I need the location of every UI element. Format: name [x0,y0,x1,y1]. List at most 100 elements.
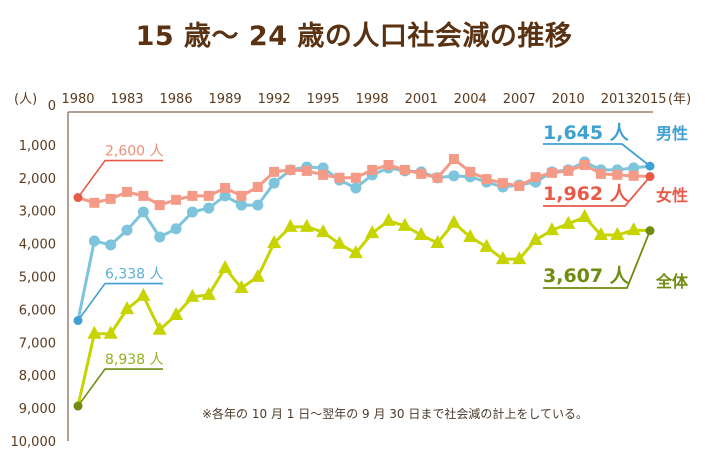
x-tick-label: 2004 [454,92,487,107]
y-tick-label: 5,000 [19,271,56,286]
data-point [350,172,361,183]
data-point [530,172,541,183]
x-axis-label: (年) [668,92,691,107]
data-point [414,227,429,241]
data-point [430,234,445,248]
data-point [514,181,525,192]
data-point [171,194,182,205]
start-leader-line [77,368,163,407]
legend-label: 女性 [656,186,688,205]
data-point [544,222,559,236]
start-leader-line [77,282,163,321]
data-point [381,212,396,226]
start-point [73,401,83,411]
data-point [236,190,247,201]
data-point [528,231,543,245]
x-tick-label: 1995 [307,92,340,107]
data-point [138,190,149,201]
data-point [399,164,410,175]
end-value-label: 1,645 人 [543,122,630,144]
data-point [610,227,625,241]
data-point [170,223,182,235]
x-tick-label: 1983 [110,92,143,107]
data-point [268,177,280,189]
end-leader-line [543,230,651,289]
data-point [479,238,494,252]
y-tick-label: 6,000 [19,303,56,318]
y-tick-label: 2,000 [19,172,56,187]
end-leader-line [543,175,651,207]
start-value-label: 6,338 人 [105,267,164,283]
x-tick-label: 1998 [356,92,389,107]
legend-label: 全体 [655,272,689,291]
x-tick-label: 2001 [405,92,438,107]
data-point [463,229,478,243]
data-point [350,182,362,194]
data-point [203,190,214,201]
data-point [185,288,200,302]
axes [67,111,653,441]
data-point [348,245,363,259]
y-axis-label: (人) [14,92,37,107]
data-point [122,186,133,197]
start-point [73,193,83,203]
data-point [397,217,412,231]
data-point [154,200,165,211]
data-point [252,182,263,193]
data-point [203,202,215,214]
data-point [563,165,574,176]
start-point [73,316,83,326]
data-point [512,251,527,265]
data-point [89,197,100,208]
callouts: 2,600 人 6,338 人 8,938 人 1,645 人 1,962 人 3,607… [73,122,689,411]
data-point [334,172,345,183]
x-tick-label: 1992 [258,92,291,107]
data-point [250,268,265,282]
x-tick-label: 2007 [503,92,536,107]
data-point [481,174,492,185]
end-value-label: 3,607 人 [543,265,630,287]
data-point [612,169,623,180]
data-point [448,170,460,182]
data-point [332,235,347,249]
data-point [218,259,233,273]
data-point [201,286,216,300]
data-point [152,321,167,335]
y-tick-label: 1,000 [19,139,56,154]
data-point [579,159,590,170]
chart-title: 15 歳～ 24 歳の人口社会減の推移 [135,21,573,52]
data-point [446,214,461,228]
data-point [432,172,443,183]
x-tick-label: 1986 [160,92,193,107]
data-point [561,215,576,229]
data-point [283,218,298,232]
end-leader-line [543,143,651,167]
start-value-label: 2,600 人 [105,144,164,160]
data-point [301,165,312,176]
y-tick-label: 7,000 [19,336,56,351]
data-point [495,251,510,265]
data-point [628,162,640,174]
data-point [365,225,380,239]
data-point [416,168,427,179]
data-point [235,199,247,211]
x-tick-label: 2015 [633,92,666,107]
legend-label: 男性 [656,124,688,143]
y-tick-label: 3,000 [19,205,56,220]
data-point [219,190,231,202]
data-point [595,168,606,179]
x-tick-label: 1989 [209,92,242,107]
data-point [448,154,459,165]
start-value-label: 8,938 人 [105,352,164,368]
y-tick-label: 0 [48,99,56,114]
data-point [136,287,151,301]
data-point [121,224,133,236]
data-point [234,280,249,294]
data-point [88,235,100,247]
y-tick-label: 4,000 [19,238,56,253]
data-point [267,234,282,248]
x-tick-label: 2010 [552,92,585,107]
data-point [577,208,592,222]
data-point [252,199,264,211]
